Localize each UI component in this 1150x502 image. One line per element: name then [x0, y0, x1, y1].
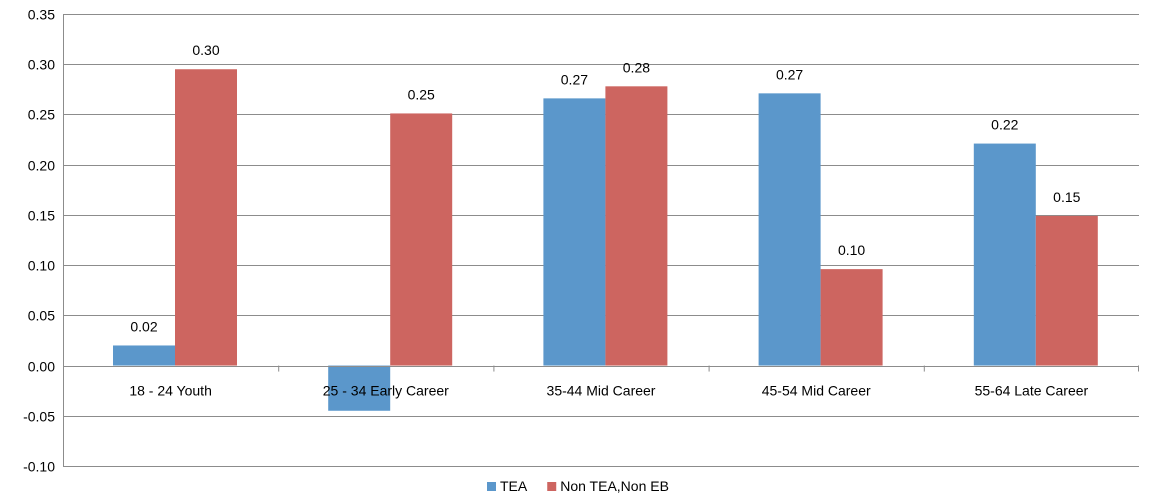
- y-axis-ticks: 0.35 0.30 0.25 0.20 0.15 0.10 0.05 0.00 -0.05 -0.…: [23, 7, 55, 475]
- legend-label: Non TEA,Non EB: [560, 478, 669, 494]
- data-label: 0.25: [408, 86, 435, 102]
- legend: TEA Non TEA,Non EB: [487, 478, 669, 494]
- data-label: 0.10: [838, 242, 865, 258]
- y-tick-label: 0.30: [28, 57, 55, 73]
- y-tick-label: 0.00: [28, 359, 55, 375]
- y-tick-label: -0.10: [23, 459, 55, 475]
- bar-tea: [543, 98, 606, 366]
- legend-swatch: [547, 482, 557, 491]
- bar-tea: [328, 365, 391, 411]
- y-tick-label: 0.20: [28, 158, 55, 174]
- data-label: 0.27: [776, 66, 803, 82]
- x-category-label: 55-64 Late Career: [975, 383, 1089, 399]
- data-label: 0.02: [130, 318, 157, 334]
- x-category-label: 45-54 Mid Career: [762, 383, 871, 399]
- y-tick-label: 0.35: [28, 7, 55, 23]
- bar-tea: [758, 93, 821, 366]
- bar-non-tea-non-eb: [390, 113, 453, 366]
- bar-non-tea-non-eb: [1035, 215, 1098, 366]
- bar-tea: [973, 143, 1036, 366]
- x-axis-line: [63, 365, 1139, 372]
- bar-non-tea-non-eb: [175, 69, 237, 366]
- y-tick-label: 0.10: [28, 258, 55, 274]
- data-label: 0.30: [192, 42, 219, 58]
- bar-non-tea-non-eb: [820, 269, 883, 366]
- legend-label: TEA: [500, 478, 528, 494]
- x-category-label: 25 - 34 Early Career: [323, 383, 449, 399]
- data-label: 0.27: [561, 71, 588, 87]
- y-tick-label: -0.05: [23, 409, 55, 425]
- y-tick-label: 0.25: [28, 107, 55, 123]
- data-label: 0.15: [1053, 189, 1080, 205]
- legend-swatch: [487, 482, 496, 491]
- bars: [113, 69, 1098, 411]
- y-tick-label: 0.05: [28, 308, 55, 324]
- data-label: 0.28: [623, 59, 650, 75]
- data-label: 0.22: [991, 117, 1018, 133]
- x-axis-category-labels: 18 - 24 Youth 25 - 34 Early Career 35-44 M…: [129, 383, 1088, 399]
- y-tick-label: 0.15: [28, 208, 55, 224]
- x-category-label: 35-44 Mid Career: [547, 383, 656, 399]
- bar-non-tea-non-eb: [605, 86, 668, 366]
- data-labels: 0.02 0.30 0.25 0.27 0.28 0.27 0.10 0.22 0.15: [130, 42, 1080, 334]
- x-category-label: 18 - 24 Youth: [129, 383, 212, 399]
- bar-tea: [113, 345, 175, 366]
